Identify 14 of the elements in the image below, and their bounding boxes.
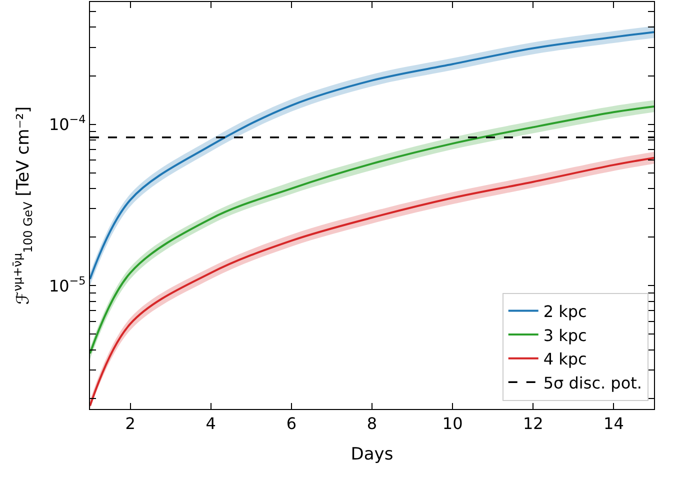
y-tick-label: 10$^{−5}$: [48, 274, 86, 296]
x-tick-label: 2: [125, 414, 136, 434]
legend-label: 2 kpc: [543, 302, 587, 321]
legend-label: 5σ disc. pot.: [543, 373, 642, 392]
x-tick-label: 8: [366, 414, 378, 434]
y-tick-label: 10$^{−4}$: [48, 113, 86, 134]
x-axis-title: Days: [350, 444, 394, 465]
legend-label: 4 kpc: [543, 350, 587, 369]
legend-label: 3 kpc: [543, 326, 587, 345]
x-tick-label: 14: [604, 414, 624, 434]
x-tick-label: 10: [442, 414, 463, 434]
x-tick-label: 4: [206, 414, 216, 434]
x-tick-label: 12: [522, 414, 544, 434]
x-tick-label: 6: [286, 414, 297, 434]
